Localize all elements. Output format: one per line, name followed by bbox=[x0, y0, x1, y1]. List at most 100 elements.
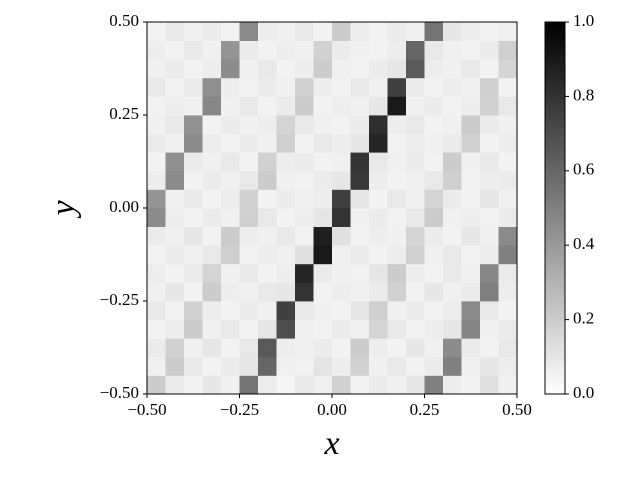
heatmap-cell bbox=[332, 40, 351, 60]
heatmap-cell bbox=[202, 338, 222, 358]
heatmap-cell bbox=[387, 22, 407, 41]
y-tick-label: −0.25 bbox=[100, 290, 139, 309]
heatmap-cell bbox=[369, 22, 388, 41]
heatmap-cell bbox=[350, 40, 370, 60]
heatmap-cell bbox=[313, 170, 333, 190]
heatmap-cell bbox=[258, 22, 277, 41]
heatmap-cell bbox=[221, 77, 240, 97]
heatmap-cell bbox=[258, 115, 277, 134]
heatmap-cell bbox=[480, 245, 499, 265]
heatmap-cell bbox=[276, 133, 296, 153]
heatmap-cell bbox=[258, 133, 277, 153]
heatmap-cell bbox=[387, 319, 407, 339]
heatmap-cell bbox=[295, 226, 314, 246]
heatmap-cell bbox=[350, 356, 370, 376]
heatmap-cell bbox=[332, 263, 351, 283]
heatmap-cell bbox=[276, 170, 296, 190]
heatmap-cell bbox=[350, 22, 370, 41]
heatmap-cell bbox=[424, 22, 444, 41]
heatmap-cell bbox=[480, 96, 499, 116]
heatmap-cell bbox=[480, 133, 499, 153]
heatmap-cell bbox=[184, 133, 203, 153]
heatmap-cell bbox=[480, 152, 499, 172]
heatmap-cell bbox=[424, 301, 444, 320]
heatmap-cell bbox=[332, 170, 351, 190]
heatmap-cell bbox=[480, 226, 499, 246]
heatmap-cell bbox=[443, 189, 462, 209]
heatmap-cell bbox=[276, 208, 296, 227]
heatmap-cell bbox=[350, 282, 370, 302]
heatmap-cell bbox=[165, 301, 185, 320]
heatmap-cell bbox=[424, 245, 444, 265]
heatmap-cell bbox=[387, 356, 407, 376]
y-axis-label: y bbox=[45, 200, 82, 219]
heatmap-cell bbox=[221, 375, 240, 395]
heatmap-cell bbox=[202, 96, 222, 116]
heatmap-cell bbox=[480, 170, 499, 190]
heatmap-cell bbox=[147, 356, 166, 376]
heatmap-cell bbox=[369, 59, 388, 79]
heatmap-cell bbox=[350, 338, 370, 358]
heatmap-cell bbox=[369, 96, 388, 116]
heatmap-cell bbox=[258, 170, 277, 190]
heatmap-cell bbox=[406, 245, 425, 265]
heatmap-cell bbox=[406, 96, 425, 116]
heatmap-cell bbox=[184, 375, 203, 395]
heatmap-cell bbox=[480, 263, 499, 283]
heatmap-cell bbox=[258, 282, 277, 302]
heatmap-cell bbox=[480, 356, 499, 376]
heatmap-cell bbox=[147, 152, 166, 172]
heatmap-cell bbox=[332, 319, 351, 339]
heatmap-cell bbox=[165, 59, 185, 79]
heatmap-cell bbox=[424, 133, 444, 153]
heatmap-cell bbox=[221, 282, 240, 302]
heatmap-cell bbox=[165, 152, 185, 172]
heatmap-cell bbox=[443, 263, 462, 283]
heatmap-cell bbox=[184, 301, 203, 320]
heatmap-cell bbox=[461, 301, 481, 320]
heatmap-cell bbox=[369, 338, 388, 358]
heatmap-cell bbox=[276, 375, 296, 395]
heatmap-cell bbox=[424, 263, 444, 283]
heatmap-cell bbox=[221, 208, 240, 227]
heatmap-cell bbox=[480, 282, 499, 302]
heatmap-cell bbox=[147, 226, 166, 246]
heatmap-cell bbox=[202, 152, 222, 172]
heatmap-cell bbox=[369, 208, 388, 227]
heatmap-cell bbox=[424, 319, 444, 339]
heatmap-cell bbox=[350, 59, 370, 79]
heatmap-cell bbox=[350, 208, 370, 227]
heatmap-cell bbox=[369, 301, 388, 320]
heatmap-cell bbox=[461, 22, 481, 41]
heatmap-cell bbox=[406, 152, 425, 172]
heatmap-cell bbox=[165, 189, 185, 209]
heatmap-cell bbox=[406, 338, 425, 358]
x-tick-label: 0.25 bbox=[410, 400, 440, 419]
heatmap-cell bbox=[147, 96, 166, 116]
heatmap-cell bbox=[239, 59, 259, 79]
heatmap-cell bbox=[276, 338, 296, 358]
heatmap-cell bbox=[443, 96, 462, 116]
heatmap-cell bbox=[276, 40, 296, 60]
heatmap-cell bbox=[498, 319, 518, 339]
heatmap-cell bbox=[165, 319, 185, 339]
heatmap-cell bbox=[406, 115, 425, 134]
heatmap-cell bbox=[165, 77, 185, 97]
heatmap-cell bbox=[406, 22, 425, 41]
heatmap-cell bbox=[332, 133, 351, 153]
heatmap-cell bbox=[480, 189, 499, 209]
heatmap-cell bbox=[480, 301, 499, 320]
heatmap-cell bbox=[258, 189, 277, 209]
heatmap-cell bbox=[313, 77, 333, 97]
heatmap-cell bbox=[332, 208, 351, 227]
heatmap-cell bbox=[369, 245, 388, 265]
heatmap-cell bbox=[202, 375, 222, 395]
heatmap-cell bbox=[313, 338, 333, 358]
heatmap-cell bbox=[295, 375, 314, 395]
heatmap-cell bbox=[221, 245, 240, 265]
heatmap-cell bbox=[165, 133, 185, 153]
heatmap-cell bbox=[332, 189, 351, 209]
heatmap-cell bbox=[461, 152, 481, 172]
heatmap-cell bbox=[165, 96, 185, 116]
heatmap-cell bbox=[165, 245, 185, 265]
